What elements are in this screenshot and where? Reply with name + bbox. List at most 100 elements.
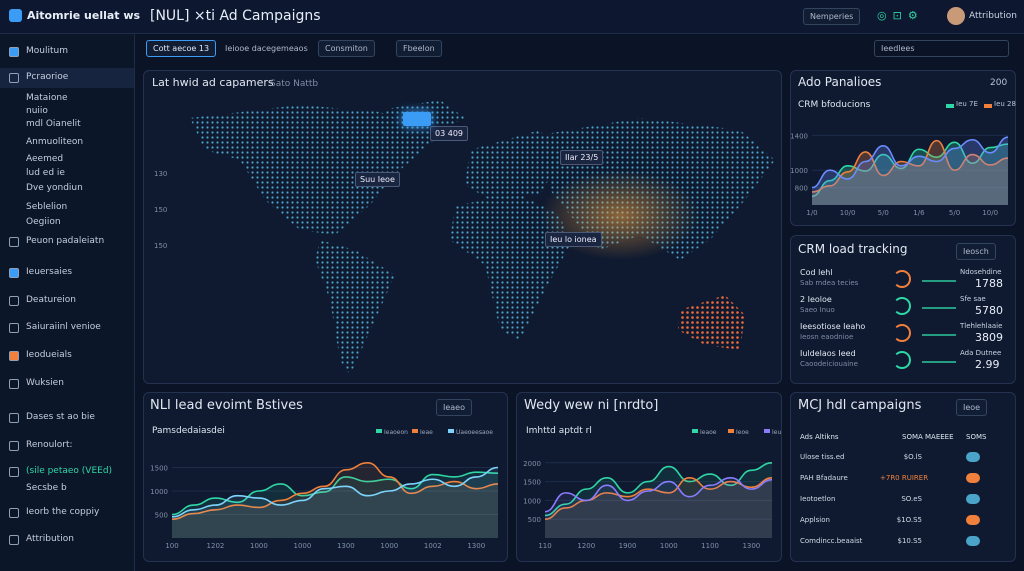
icons[interactable]: ◎⊡⚙	[877, 9, 924, 22]
series-line	[544, 462, 773, 517]
ad-subtitle: CRM bfoducions	[798, 100, 871, 110]
table-title: MCJ hdl campaigns	[798, 398, 922, 413]
tab[interactable]: Fbeelon	[396, 40, 442, 57]
crm-gauge	[893, 270, 911, 288]
crm-label: Iuldelaos Ieed	[800, 349, 856, 358]
table-icon	[966, 473, 980, 483]
series-area	[172, 467, 498, 538]
nav-item: lud ed ie	[26, 168, 65, 178]
x-tick-label: 10/0	[982, 209, 998, 217]
series-area	[812, 142, 1008, 205]
nav-icon	[9, 47, 19, 57]
sidebar	[0, 34, 135, 571]
table-cell: Ulose tiss.ed	[800, 453, 845, 461]
nav-item: Deatureion	[26, 295, 76, 305]
crm-label: 2 Ieoloe	[800, 295, 832, 304]
crm-button[interactable]: Ieosch	[956, 243, 996, 260]
chart-title: Wedy wew ni [nrdto]	[524, 398, 659, 413]
table-header: SOMA MAEEEE	[902, 433, 954, 441]
series-line	[544, 477, 773, 513]
nav-item: Ieorb the coppiy	[26, 507, 100, 517]
crm-sub: Caoodeiciouaine	[800, 360, 858, 368]
tab[interactable]: Consmiton	[318, 40, 375, 57]
table-button[interactable]: Ieoe	[956, 399, 988, 416]
header-button[interactable]: Nemperies	[803, 8, 861, 25]
map-highlight	[403, 112, 431, 126]
nav-icon	[9, 535, 19, 545]
x-tick-label: 1000	[380, 542, 398, 550]
map-callout: 03 409	[430, 126, 468, 141]
world-map	[190, 100, 775, 375]
nav-icon	[9, 413, 19, 423]
legend-label: Ieoe	[736, 429, 749, 436]
x-tick-label: 1000	[660, 542, 678, 550]
chart-subtitle: Imhttd aptdt rl	[526, 426, 592, 436]
series-line	[811, 141, 1009, 198]
nav-icon	[9, 323, 19, 333]
crm-sub: Ieosn eaodnioe	[800, 333, 854, 341]
y-tick-label: 800	[795, 185, 808, 193]
nav-item: Saiuraiinl venioe	[26, 322, 101, 332]
map-axis-label: 150	[154, 242, 168, 250]
legend-swatch	[728, 429, 734, 433]
map-callout: Suu Ieoe	[355, 172, 400, 187]
x-tick-label: 1900	[619, 542, 637, 550]
table-icon	[966, 494, 980, 504]
ad-title: Ado Panalioes	[798, 75, 882, 89]
nav-item: Aeemed	[26, 154, 64, 164]
nav-active	[0, 68, 134, 88]
map-title: Lat hwid ad capamers	[152, 76, 274, 89]
tab[interactable]: Ieiooe dacegemeaos	[225, 44, 308, 53]
crm-gauge	[893, 351, 911, 369]
logo	[9, 9, 22, 22]
legend-label: Ieaoeon	[384, 429, 408, 436]
crm-value: 5780	[975, 304, 1003, 317]
crm-bar	[922, 334, 956, 336]
y-tick-label: 500	[155, 512, 168, 520]
legend-label: Ieu 28	[994, 100, 1016, 108]
crm-bar	[922, 361, 956, 363]
legend-swatch	[448, 429, 454, 433]
x-tick-label: 1200	[577, 542, 595, 550]
nav-icon	[9, 237, 19, 247]
map-callout: Ieu lo ionea	[545, 232, 602, 247]
nav-icon	[9, 467, 19, 477]
x-tick-label: 110	[538, 542, 551, 550]
chart-button[interactable]: Ieaeo	[436, 399, 472, 416]
chart-subtitle: Pamsdedaiasdei	[152, 426, 225, 436]
table-icon	[966, 452, 980, 462]
y-tick-label: 1000	[523, 497, 541, 505]
tab[interactable]: Cott aecoe 13	[146, 40, 217, 57]
legend-label: Ieu 7E	[956, 100, 978, 108]
x-tick-label: 1/6	[913, 209, 925, 217]
series-area	[545, 462, 772, 538]
table-cell: Ieotoetlon	[800, 495, 836, 503]
search[interactable]: Ieedlees	[874, 40, 1009, 57]
table-cell: $1O.S5	[896, 516, 922, 524]
nav-icon	[9, 508, 19, 518]
map-subtitle: Sato Nattb	[270, 79, 319, 89]
y-tick-label: 1500	[523, 479, 541, 487]
table-icon	[966, 536, 980, 546]
nav-icon	[9, 296, 19, 306]
nav-item: nuiio	[26, 106, 48, 116]
nav-item: Moulitum	[26, 46, 68, 56]
series-line	[171, 461, 499, 520]
map-axis-label: 150	[154, 206, 168, 214]
table-icon	[966, 515, 980, 525]
x-tick-label: 1002	[424, 542, 442, 550]
y-tick-label: 1400	[790, 132, 808, 140]
crm-bar	[922, 280, 956, 282]
map-axis-label: 130	[154, 170, 168, 178]
legend-label: Ieu	[772, 429, 781, 436]
series-area	[812, 137, 1008, 205]
legend-swatch	[946, 104, 954, 108]
x-tick-label: 5/0	[878, 209, 889, 217]
crm-value: 1788	[975, 277, 1003, 290]
crm-label: Cod lehl	[800, 268, 833, 277]
chart-panel	[516, 392, 782, 562]
crm-sub: Sab mdea tecies	[800, 279, 859, 287]
crm-right: Sfe sae	[960, 295, 986, 303]
avatar[interactable]	[947, 7, 965, 25]
